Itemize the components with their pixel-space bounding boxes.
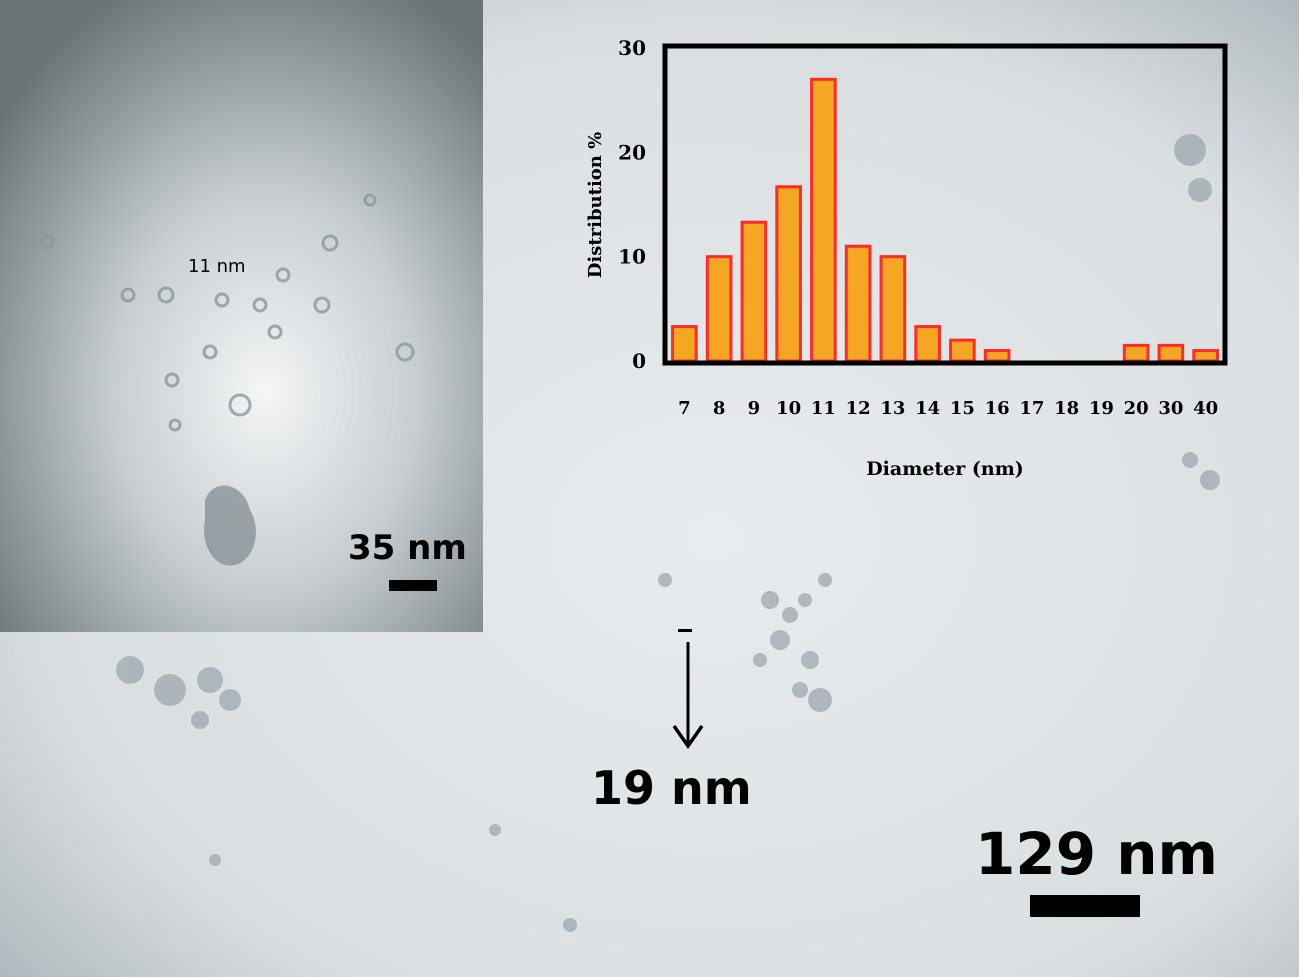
x-tick-label: 12 xyxy=(846,398,871,419)
plot-frame xyxy=(662,43,1228,366)
bar-20 xyxy=(1122,343,1150,363)
y-tick-label: 10 xyxy=(618,245,646,269)
x-tick-label: 13 xyxy=(880,398,905,419)
x-tick-label: 16 xyxy=(985,398,1010,419)
y-axis-label: Distribution % xyxy=(585,132,606,279)
x-tick-label: 18 xyxy=(1054,398,1079,419)
particle-marker-tick xyxy=(678,629,692,632)
y-tick-label: 30 xyxy=(618,36,646,60)
bar-8 xyxy=(705,255,733,363)
bar-14 xyxy=(914,325,941,363)
inset-aggregate xyxy=(204,485,256,566)
x-tick-label: 20 xyxy=(1124,398,1149,419)
x-tick-label: 9 xyxy=(748,398,761,419)
x-axis-label: Diameter (nm) xyxy=(866,458,1024,480)
bar-10 xyxy=(775,185,802,363)
bar-30 xyxy=(1157,343,1185,363)
x-tick-label: 15 xyxy=(950,398,975,419)
bar-7 xyxy=(671,325,698,363)
x-tick-label: 14 xyxy=(915,398,940,419)
y-tick-label: 20 xyxy=(618,140,646,164)
particle-cluster xyxy=(116,134,1220,932)
x-tick-label: 11 xyxy=(811,398,836,419)
x-tick-label: 40 xyxy=(1193,398,1218,419)
bar-12 xyxy=(844,244,872,363)
inset-scale-bar xyxy=(389,580,437,591)
x-tick-label: 10 xyxy=(776,398,801,419)
y-tick-label: 0 xyxy=(632,349,646,373)
main-scale-bar-label: 129 nm xyxy=(975,820,1218,888)
arrow-down-icon xyxy=(672,642,704,750)
bar-13 xyxy=(879,255,907,363)
bars-layer xyxy=(671,77,1219,363)
y-tick-labels: 0 10 20 30 xyxy=(618,36,646,373)
bar-40 xyxy=(1192,349,1219,363)
x-tick-label: 8 xyxy=(713,398,726,419)
x-tick-label: 7 xyxy=(678,398,691,419)
size-distribution-chart: 0 10 20 30 7 8 9 10 11 12 13 14 15 16 17 18 19 20 30 40 Di… xyxy=(585,36,1228,480)
x-tick-label: 19 xyxy=(1089,398,1114,419)
bar-15 xyxy=(949,338,976,363)
inset-particle-label: 11 nm xyxy=(188,256,246,277)
bar-9 xyxy=(740,220,768,363)
main-particle-label: 19 nm xyxy=(591,761,752,815)
x-tick-label: 30 xyxy=(1158,398,1183,419)
x-tick-labels: 7 8 9 10 11 12 13 14 15 16 17 18 19 20 30 40 xyxy=(678,398,1218,419)
bar-11 xyxy=(810,77,837,363)
inset-scale-bar-label: 35 nm xyxy=(348,528,467,568)
bar-16 xyxy=(983,349,1011,363)
x-tick-label: 17 xyxy=(1019,398,1044,419)
main-scale-bar xyxy=(1030,895,1140,917)
inset-particles xyxy=(39,193,415,432)
